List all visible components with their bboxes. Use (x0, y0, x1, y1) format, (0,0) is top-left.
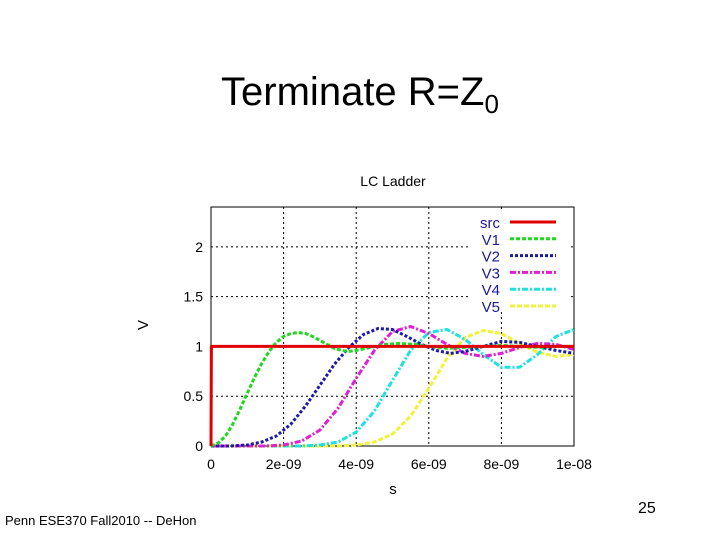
series-line-v5 (211, 329, 575, 448)
legend-background (468, 211, 570, 311)
legend-label-src: src (480, 215, 500, 232)
legend-label-v2: V2 (482, 249, 500, 266)
x-tick-label: 2e-09 (266, 456, 302, 472)
series-line-v2 (211, 327, 575, 448)
slide-title-main: Terminate R=Z (221, 70, 485, 114)
series-line-src (209, 344, 574, 447)
x-tick-label: 1e-08 (556, 456, 592, 472)
x-tick-label: 4e-09 (338, 456, 374, 472)
plot-frame (210, 206, 575, 447)
y-axis-label: V (135, 320, 152, 330)
legend-label-v3: V3 (482, 265, 500, 282)
y-tick-label: 2 (195, 239, 203, 255)
series-lines (209, 325, 575, 448)
legend-label-v1: V1 (482, 232, 500, 249)
x-tick-label: 0 (207, 456, 215, 472)
slide-title-subscript: 0 (484, 89, 499, 119)
tick-labels: 0 2e-09 4e-09 6e-09 8e-09 1e-08 0 0.5 1 1.5 2 (184, 239, 593, 472)
y-tick-label: 0.5 (184, 388, 204, 404)
legend-label-v5: V5 (482, 299, 500, 316)
x-tick-label: 6e-09 (411, 456, 447, 472)
series-line-v4 (211, 328, 575, 448)
y-tick-label: 0 (195, 438, 203, 454)
page-number: 25 (638, 500, 656, 517)
slide-title: Terminate R=Z0 (0, 70, 720, 120)
legend-label-v4: V4 (482, 282, 500, 299)
x-axis-label: s (389, 481, 397, 498)
chart-title: LC Ladder (360, 173, 426, 189)
footer-text: Penn ESE370 Fall2010 -- DeHon (5, 513, 197, 528)
series-line-v3 (211, 325, 575, 448)
y-tick-label: 1 (195, 338, 203, 354)
x-tick-label: 8e-09 (483, 456, 519, 472)
y-tick-label: 1.5 (184, 289, 204, 305)
